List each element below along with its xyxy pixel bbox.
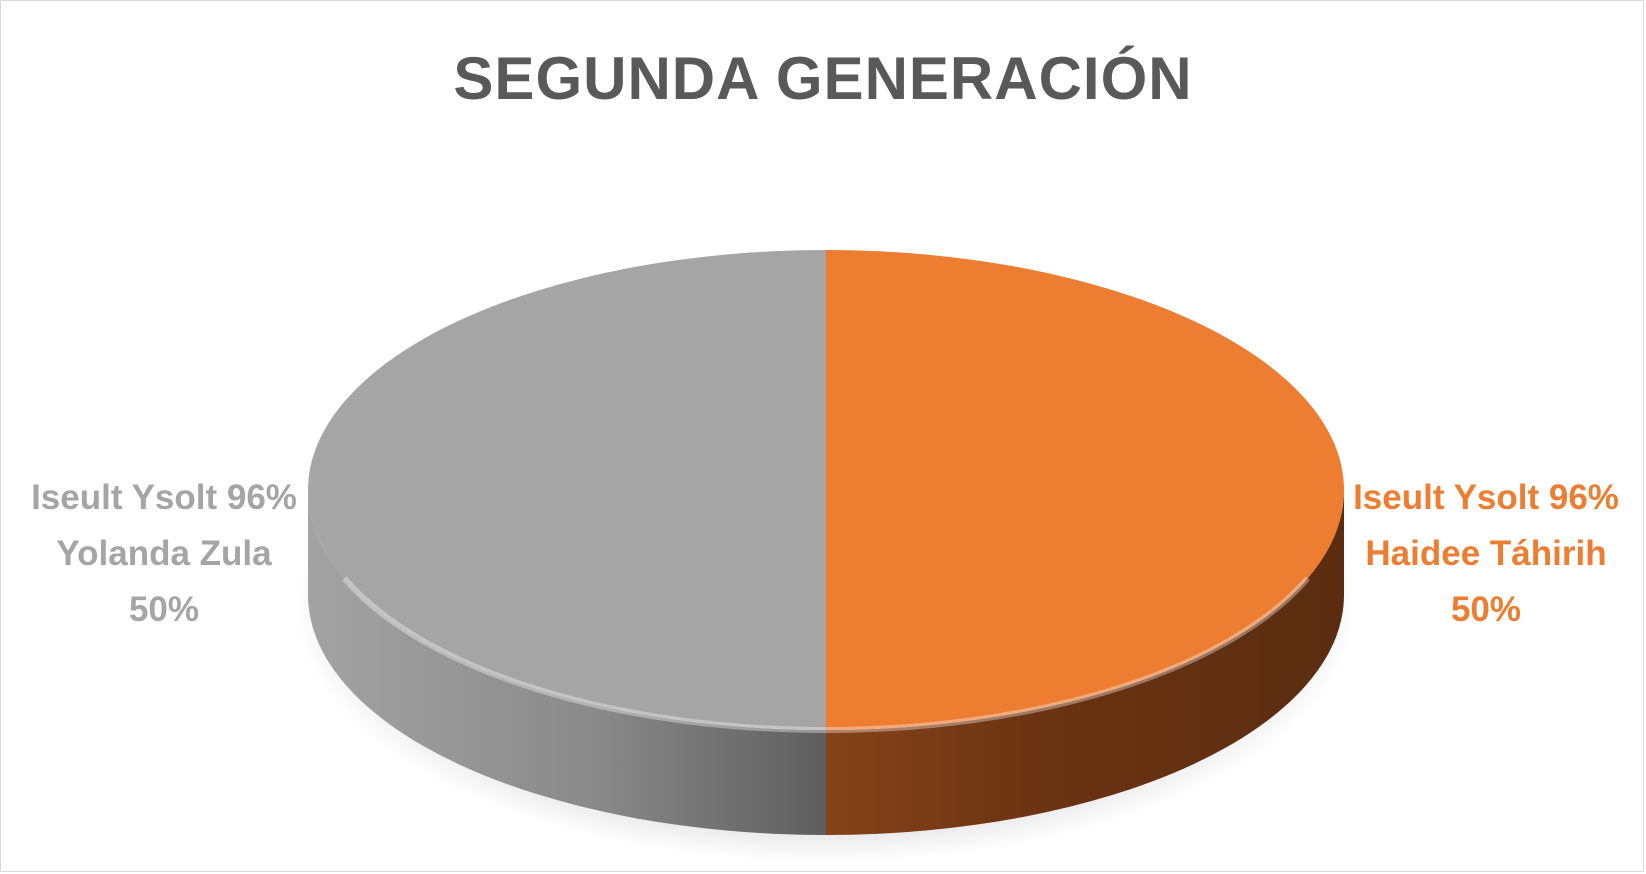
pie-slice-grey [308, 250, 826, 730]
slice-label-grey-line2: Yolanda Zula [56, 534, 272, 573]
slice-label-grey-line1: Iseult Ysolt 96% [31, 478, 297, 517]
slice-label-orange-line2: Haidee Táhirih [1365, 534, 1607, 573]
pie-side-grey [308, 490, 826, 835]
slice-label-orange-value: 50% [1450, 590, 1522, 629]
slice-label-orange: Iseult Ysolt 96% Haidee Táhirih 50% [1326, 470, 1646, 638]
chart-title: SEGUNDA GENERACIÓN [453, 45, 1193, 112]
slice-label-orange-line1: Iseult Ysolt 96% [1353, 478, 1619, 517]
slice-label-grey-value: 50% [128, 590, 200, 629]
pie-rim-highlight [342, 576, 1310, 733]
pie-side-orange [826, 490, 1344, 835]
pie-slice-orange [826, 250, 1344, 730]
slice-label-grey: Iseult Ysolt 96% Yolanda Zula 50% [4, 470, 324, 638]
